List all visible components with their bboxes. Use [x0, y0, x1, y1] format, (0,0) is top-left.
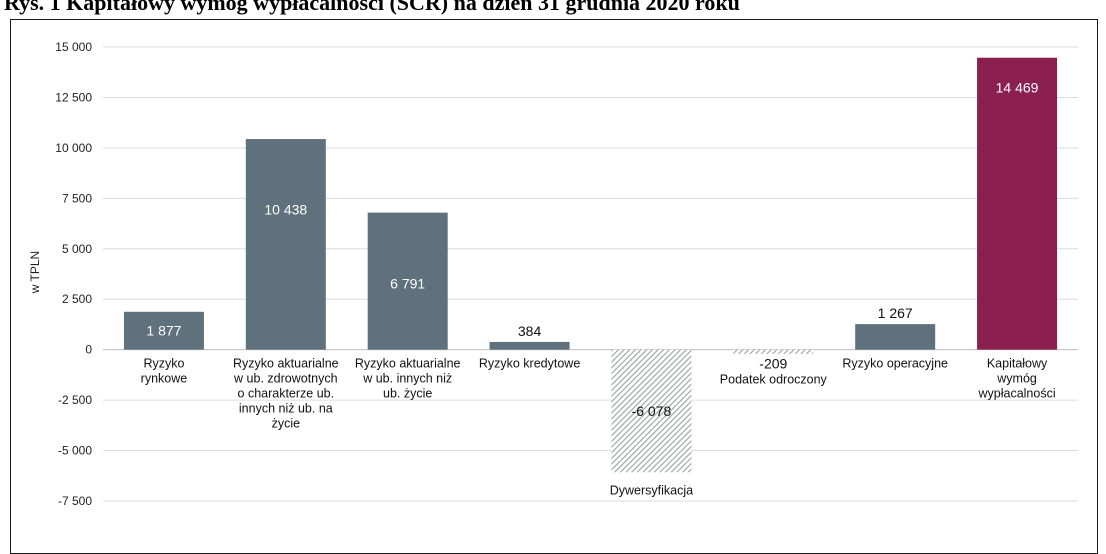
data-label: 1 267 [878, 305, 913, 321]
y-tick-label: 0 [85, 343, 92, 357]
bars [123, 57, 1058, 473]
y-tick-label: -2 500 [58, 393, 92, 407]
y-tick-label: 15 000 [55, 40, 92, 54]
category-label: ub. życie [383, 387, 432, 401]
category-label: Dywersyfikacja [610, 483, 693, 497]
bar [245, 139, 326, 350]
category-label: Ryzyko [143, 357, 184, 371]
bar [855, 324, 936, 350]
category-label: Kapitałowy [987, 357, 1048, 371]
y-tick-label: -7 500 [58, 494, 92, 508]
data-label: -6 078 [632, 403, 672, 419]
bar [489, 341, 570, 350]
category-label: w ub. innych niż [362, 372, 452, 386]
bar [977, 57, 1058, 350]
y-tick-label: -5 000 [58, 444, 92, 458]
category-label: wypłacalności [978, 387, 1056, 401]
y-tick-label: 12 500 [55, 90, 92, 104]
category-label: Podatek odroczony [720, 373, 828, 387]
category-label: Ryzyko aktuarialne [355, 357, 461, 371]
y-tick-label: 5 000 [62, 242, 92, 256]
data-labels: 1 877 10 438 6 791 384 -6 078 -209 1 267 14 469 [146, 79, 1038, 419]
data-label: 10 438 [264, 202, 307, 218]
chart-frame [10, 19, 1098, 554]
category-label: innych niż ub. na [239, 402, 333, 416]
category-label: Ryzyko kredytowe [479, 357, 580, 371]
bar [611, 349, 692, 473]
category-label: Ryzyko aktuarialne [233, 357, 339, 371]
y-tick-label: 10 000 [55, 141, 92, 155]
data-label: 6 791 [390, 275, 425, 291]
bar [733, 349, 814, 354]
category-label: Ryzyko operacyjne [842, 357, 948, 371]
category-label: wymóg [996, 372, 1037, 386]
category-label: o charakterze ub. [238, 387, 335, 401]
data-label: 14 469 [996, 79, 1039, 95]
y-axis-ticks: 15 000 12 500 10 000 7 500 5 000 2 500 0 -2 500… [55, 40, 92, 508]
bar [123, 311, 204, 350]
category-label: w ub. zdrowotnych [233, 372, 338, 386]
bar [367, 212, 448, 350]
category-label: rynkowe [141, 372, 188, 386]
chart-title: Rys. 1 Kapitałowy wymóg wypłacalności (S… [4, 0, 740, 15]
data-label: 384 [518, 323, 542, 339]
y-tick-label: 7 500 [62, 191, 92, 205]
y-axis-label: w TPLN [28, 251, 42, 294]
data-label: -209 [759, 356, 787, 372]
category-label: życie [272, 417, 301, 431]
data-label: 1 877 [146, 323, 181, 339]
y-tick-label: 2 500 [62, 292, 92, 306]
